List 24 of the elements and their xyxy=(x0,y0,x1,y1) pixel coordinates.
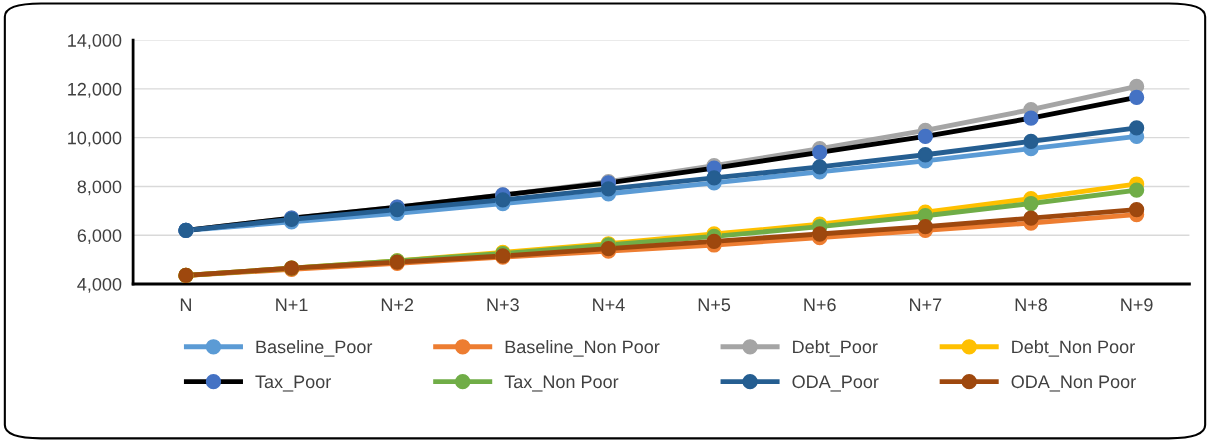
legend-label: Debt_Non Poor xyxy=(1012,340,1135,357)
x-tick-label: N+4 xyxy=(593,298,625,311)
legend-label: ODA_Poor xyxy=(792,375,879,392)
x-tick-label: N+2 xyxy=(381,298,414,311)
y-tick-label: 10,000 xyxy=(68,131,122,147)
legend-label: ODA_Non Poor xyxy=(1011,375,1136,392)
legend-label: Tax_Non Poor xyxy=(504,375,619,392)
legend-label: Tax_Poor xyxy=(255,375,331,392)
x-tick-label: N+5 xyxy=(698,298,731,312)
x-tick-label: N+1 xyxy=(276,298,308,311)
legend-label: Debt_Poor xyxy=(793,340,878,357)
y-tick-label: 12,000 xyxy=(68,82,122,98)
x-tick-label: N+3 xyxy=(487,298,519,312)
y-tick-label: 14,000 xyxy=(68,34,122,49)
x-tick-label: N+9 xyxy=(1121,298,1153,312)
x-tick-label: N+6 xyxy=(804,298,836,312)
legend-label: Baseline_Non Poor xyxy=(505,340,660,357)
x-tick-label: N+8 xyxy=(1015,298,1048,312)
y-tick-label: 8,000 xyxy=(77,180,122,196)
y-tick-label: 6,000 xyxy=(77,229,122,245)
x-tick-label: N+7 xyxy=(910,298,942,311)
x-tick-label: N xyxy=(180,298,191,311)
y-tick-label: 4,000 xyxy=(77,277,122,293)
legend-label: Baseline_Poor xyxy=(256,340,373,357)
